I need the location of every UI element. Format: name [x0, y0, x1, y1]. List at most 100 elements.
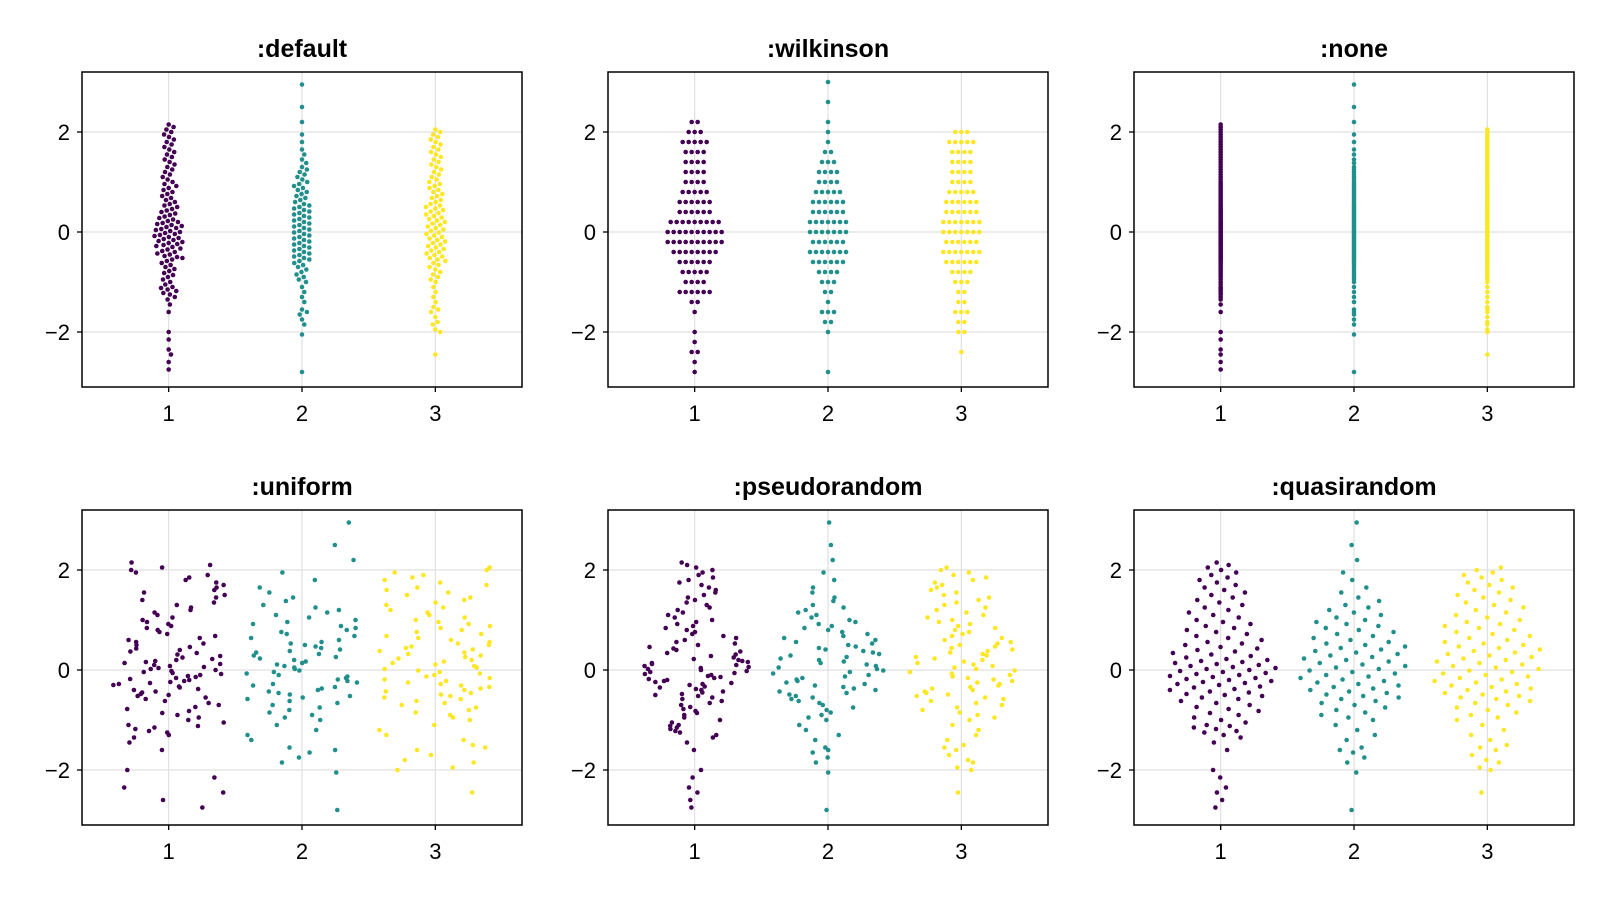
data-point: [841, 659, 847, 664]
data-point: [429, 174, 435, 180]
data-point: [167, 292, 173, 297]
data-point: [436, 262, 441, 268]
data-point: [428, 149, 434, 155]
data-point: [795, 610, 801, 615]
data-point: [819, 159, 825, 165]
data-point: [1516, 693, 1522, 699]
data-point: [431, 213, 437, 219]
data-point: [1373, 698, 1378, 704]
data-point: [1298, 675, 1303, 681]
data-point: [166, 329, 171, 335]
data-point: [819, 279, 825, 285]
data-point: [1351, 610, 1357, 615]
data-point: [172, 249, 178, 255]
data-point: [1346, 689, 1352, 694]
data-point: [285, 619, 290, 625]
data-point: [950, 269, 955, 275]
data-point: [944, 565, 949, 570]
data-point: [956, 169, 961, 175]
data-point: [683, 199, 688, 205]
data-point: [303, 279, 309, 285]
data-point: [1362, 710, 1368, 715]
data-point: [1213, 726, 1219, 732]
data-point: [1323, 672, 1329, 678]
data-point: [695, 199, 700, 205]
data-point: [167, 302, 173, 307]
data-point: [1456, 644, 1462, 649]
data-point: [162, 181, 167, 187]
data-point: [1008, 639, 1014, 645]
data-point: [1194, 671, 1199, 677]
data-point: [1485, 707, 1491, 713]
data-point: [178, 246, 183, 251]
data-point: [828, 209, 834, 215]
data-point: [1370, 633, 1376, 639]
data-point: [404, 592, 410, 598]
data-point: [172, 211, 178, 216]
data-point: [467, 717, 473, 723]
data-point: [1226, 706, 1231, 712]
data-point: [442, 239, 448, 244]
data-point: [834, 169, 840, 175]
data-point: [1402, 644, 1408, 649]
y-tick-label: −2: [45, 320, 70, 345]
data-point: [435, 134, 441, 140]
data-point: [971, 249, 976, 255]
data-point: [1351, 160, 1357, 166]
data-point: [1167, 673, 1173, 679]
data-point: [966, 570, 972, 575]
data-point: [689, 229, 694, 235]
data-point: [941, 592, 947, 598]
data-point: [959, 349, 964, 355]
data-point: [822, 149, 828, 155]
data-point: [433, 152, 439, 157]
data-point: [695, 149, 700, 155]
data-point: [682, 637, 688, 643]
data-point: [1210, 674, 1216, 680]
data-point: [837, 219, 843, 225]
data-point: [458, 696, 464, 702]
data-point: [303, 160, 309, 166]
data-point: [928, 698, 934, 704]
data-point: [1334, 707, 1339, 713]
y-tick-label: 2: [58, 558, 70, 583]
y-tick-label: 2: [584, 120, 596, 145]
data-point: [221, 582, 226, 588]
data-point: [947, 139, 952, 145]
data-point: [487, 684, 492, 690]
data-point: [695, 299, 700, 305]
data-point: [1485, 294, 1490, 300]
data-point: [161, 132, 167, 137]
data-point: [1487, 653, 1492, 658]
data-point: [171, 149, 177, 155]
data-point: [810, 585, 816, 590]
data-point: [152, 658, 158, 664]
data-point: [944, 209, 949, 215]
data-point: [175, 652, 180, 657]
y-tick-label: 0: [58, 220, 70, 245]
data-point: [438, 242, 443, 247]
data-point: [1001, 696, 1006, 702]
data-point: [428, 201, 433, 207]
data-point: [211, 600, 217, 605]
data-point: [803, 607, 808, 613]
data-point: [1263, 670, 1268, 676]
data-point: [195, 686, 201, 692]
data-point: [170, 615, 175, 620]
data-point: [1348, 637, 1353, 643]
data-point: [352, 633, 357, 639]
data-point: [739, 658, 745, 664]
y-tick-label: −2: [45, 758, 70, 783]
data-point: [347, 693, 353, 699]
data-point: [128, 567, 134, 573]
data-point: [1340, 570, 1346, 575]
data-point: [441, 246, 446, 252]
data-point: [683, 169, 688, 175]
panel-title: :default: [257, 35, 348, 63]
data-point: [1191, 685, 1197, 690]
data-point: [1334, 615, 1339, 620]
data-point: [689, 299, 694, 305]
data-point: [319, 686, 325, 691]
data-point: [952, 665, 957, 670]
data-point: [428, 752, 434, 758]
